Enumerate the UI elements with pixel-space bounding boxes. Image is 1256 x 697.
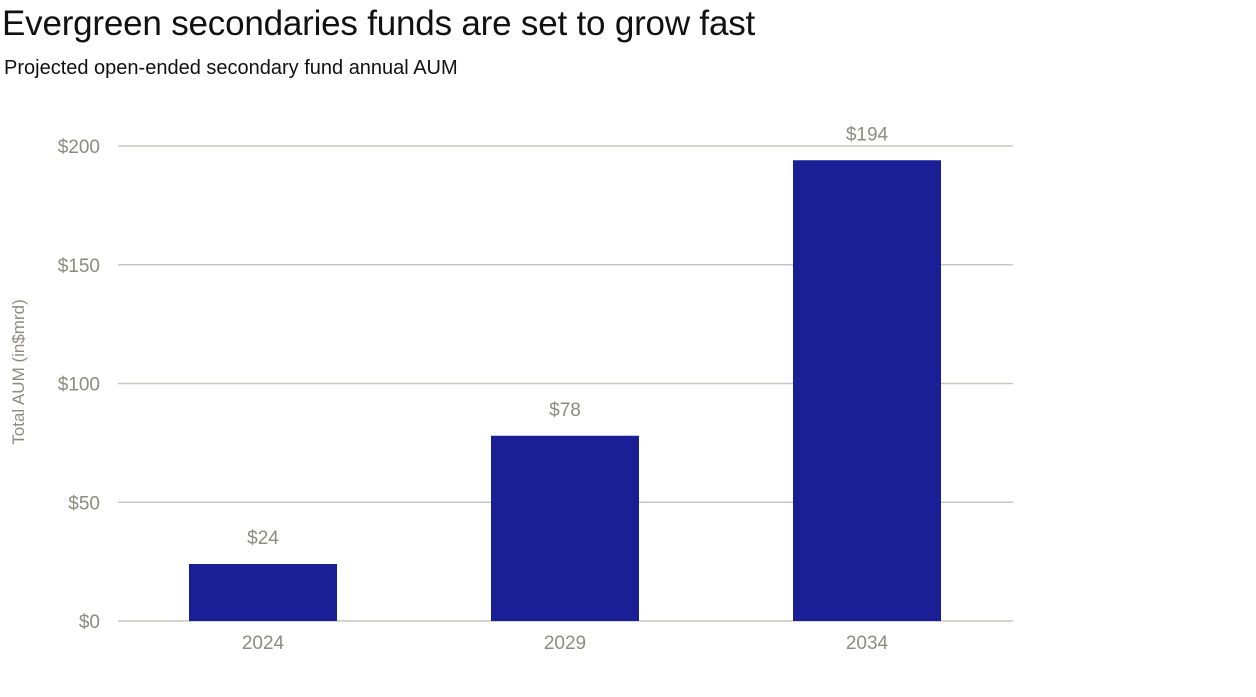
chart-subtitle: Projected open-ended secondary fund annu… <box>4 57 458 79</box>
bar <box>189 564 337 621</box>
bar <box>793 160 941 621</box>
y-axis-ticks: $0 $50 $100 $150 $200 <box>58 137 100 633</box>
y-tick-label: $0 <box>79 612 100 633</box>
bar <box>491 435 639 621</box>
x-tick-label: 2024 <box>242 633 285 654</box>
bar-value-label: $194 <box>846 124 889 145</box>
bars <box>189 160 941 621</box>
y-tick-label: $50 <box>68 493 100 514</box>
chart-title: Evergreen secondaries funds are set to g… <box>2 4 756 43</box>
x-tick-label: 2029 <box>544 633 586 654</box>
bar-value-label: $78 <box>549 400 581 421</box>
y-tick-label: $150 <box>58 256 100 277</box>
y-tick-label: $200 <box>58 137 100 158</box>
x-axis-ticks: 2024 2029 2034 <box>242 633 889 654</box>
y-tick-label: $100 <box>58 375 100 396</box>
x-tick-label: 2034 <box>846 633 889 654</box>
value-labels: $24 $78 $194 <box>247 124 888 549</box>
bar-value-label: $24 <box>247 528 279 549</box>
y-axis-title: Total AUM (in$mrd) <box>9 299 28 444</box>
